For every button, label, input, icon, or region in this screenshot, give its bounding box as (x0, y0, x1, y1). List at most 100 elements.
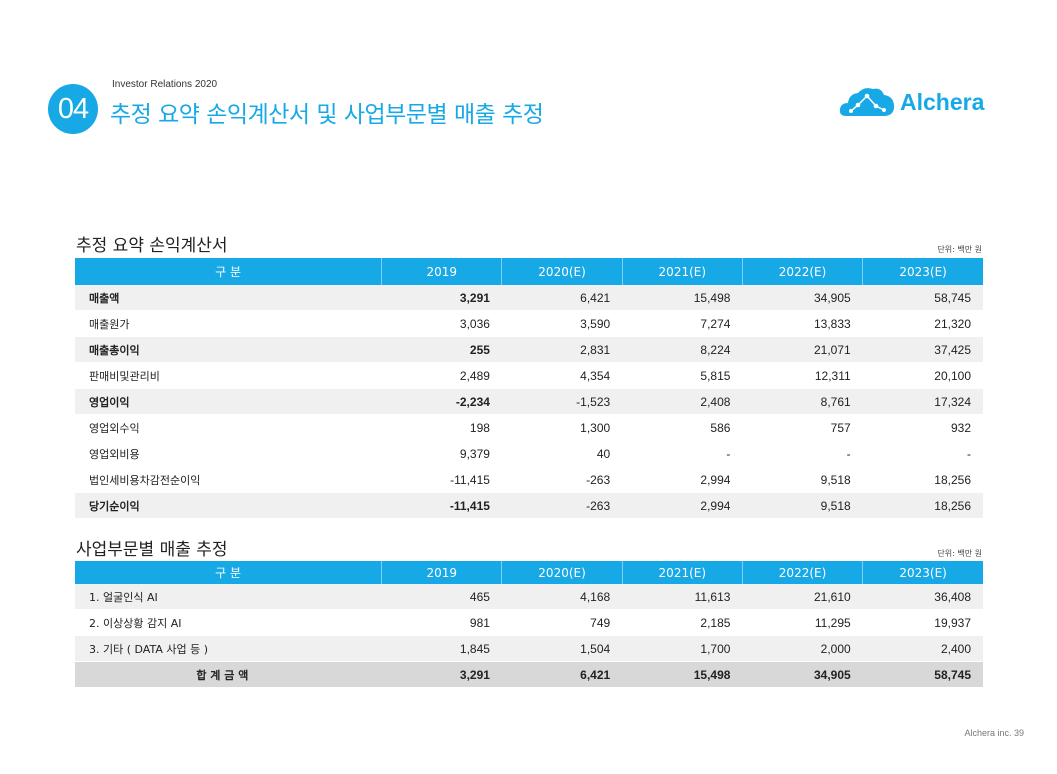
section-number-badge: 04 (48, 84, 98, 134)
cell-value: 11,613 (622, 584, 743, 610)
header-cell: 2019 (381, 561, 502, 584)
table-row: 1. 얼굴인식 AI 465 4,168 11,613 21,610 36,40… (75, 584, 983, 610)
cell-value: 2,994 (622, 492, 743, 519)
income-statement-title: 추정 요약 손익계산서 (76, 236, 228, 256)
cell-value: 58,745 (862, 285, 983, 311)
segment-sales-title: 사업부문별 매출 추정 (76, 540, 228, 560)
cloud-network-icon (839, 88, 895, 116)
cell-value: 465 (381, 584, 502, 610)
cell-value: 37,425 (862, 336, 983, 363)
header-cell: 2023(E) (862, 258, 983, 285)
total-row: 합 계 금 액 3,291 6,421 15,498 34,905 58,745 (75, 661, 983, 688)
cell-value: 21,071 (742, 336, 863, 363)
cell-value: 9,518 (742, 466, 863, 493)
cell-value: 11,295 (742, 609, 863, 636)
table-row: 2. 이상상황 감지 AI 981 749 2,185 11,295 19,93… (75, 609, 983, 636)
cell-value: 4,354 (501, 362, 623, 389)
table-row: 매출총이익 255 2,831 8,224 21,071 37,425 (75, 336, 983, 363)
header-subtitle: Investor Relations 2020 (112, 79, 218, 90)
cell-value: 58,745 (862, 661, 983, 688)
row-label: 영업외수익 (75, 414, 382, 441)
cell-value: - (862, 440, 983, 467)
cell-value: 6,421 (501, 285, 623, 311)
cell-value: 3,291 (381, 285, 502, 311)
cell-value: 2,400 (862, 635, 983, 662)
header-cell: 2021(E) (621, 258, 743, 285)
cell-value: 6,421 (501, 661, 623, 688)
cell-value: 1,700 (622, 635, 743, 662)
table-row: 당기순이익 -11,415 -263 2,994 9,518 18,256 (75, 492, 983, 519)
cell-value: 1,300 (501, 414, 623, 441)
cell-value: 757 (742, 414, 863, 441)
row-label: 영업이익 (75, 388, 382, 415)
header-cell: 2021(E) (621, 561, 743, 584)
cell-value: 5,815 (622, 362, 743, 389)
row-label: 매출액 (75, 285, 382, 311)
row-label: 매출원가 (75, 310, 382, 337)
cell-value: 2,994 (622, 466, 743, 493)
cell-value: 18,256 (862, 466, 983, 493)
header-cell: 2019 (381, 258, 502, 285)
segment-sales-table: 구 분 2019 2020(E) 2021(E) 2022(E) 2023(E)… (75, 561, 983, 688)
row-label: 2. 이상상황 감지 AI (75, 609, 382, 636)
cell-value: 1,845 (381, 635, 502, 662)
row-label: 판매비및관리비 (75, 362, 382, 389)
table-row: 3. 기타 ( DATA 사업 등 ) 1,845 1,504 1,700 2,… (75, 635, 983, 662)
cell-value: 12,311 (742, 362, 863, 389)
page-title: 추정 요약 손익계산서 및 사업부문별 매출 추정 (110, 102, 544, 128)
logo-text: Alchera (900, 88, 985, 115)
cell-value: -2,234 (381, 388, 502, 415)
cell-value: 40 (501, 440, 623, 467)
total-label: 합 계 금 액 (75, 661, 382, 688)
cell-value: -263 (501, 492, 623, 519)
cell-value: 2,185 (622, 609, 743, 636)
row-label: 법인세비용차감전순이익 (75, 466, 382, 493)
cell-value: -263 (501, 466, 623, 493)
cell-value: 749 (501, 609, 623, 636)
row-label: 당기순이익 (75, 492, 382, 519)
cell-value: 19,937 (862, 609, 983, 636)
cell-value: 8,224 (622, 336, 743, 363)
table-row: 매출원가 3,036 3,590 7,274 13,833 21,320 (75, 310, 983, 337)
table-row: 법인세비용차감전순이익 -11,415 -263 2,994 9,518 18,… (75, 466, 983, 493)
cell-value: 9,379 (381, 440, 502, 467)
income-statement-table: 구 분 2019 2020(E) 2021(E) 2022(E) 2023(E)… (75, 258, 983, 519)
cell-value: 2,000 (742, 635, 863, 662)
header-cell: 2020(E) (501, 561, 623, 584)
cell-value: 586 (622, 414, 743, 441)
cell-value: 36,408 (862, 584, 983, 610)
table-header-row: 구 분 2019 2020(E) 2021(E) 2022(E) 2023(E) (75, 258, 983, 285)
table-row: 영업외수익 198 1,300 586 757 932 (75, 414, 983, 441)
table-row: 영업외비용 9,379 40 - - - (75, 440, 983, 467)
cell-value: 2,408 (622, 388, 743, 415)
company-logo: Alchera (838, 84, 984, 120)
cell-value: 981 (381, 609, 502, 636)
cell-value: -11,415 (381, 466, 502, 493)
cell-value: 3,590 (501, 310, 623, 337)
cell-value: 8,761 (742, 388, 863, 415)
cell-value: 3,291 (381, 661, 502, 688)
header-cell: 2022(E) (741, 258, 863, 285)
row-label: 1. 얼굴인식 AI (75, 584, 382, 610)
segment-unit-label: 단위: 백만 원 (937, 549, 982, 558)
cell-value: -11,415 (381, 492, 502, 519)
header-cell: 2023(E) (862, 561, 983, 584)
cell-value: 255 (381, 336, 502, 363)
cell-value: -1,523 (501, 388, 623, 415)
table-header-row: 구 분 2019 2020(E) 2021(E) 2022(E) 2023(E) (75, 561, 983, 584)
cell-value: 34,905 (742, 661, 863, 688)
cell-value: 21,320 (862, 310, 983, 337)
row-label: 3. 기타 ( DATA 사업 등 ) (75, 635, 382, 662)
row-label: 영업외비용 (75, 440, 382, 467)
cell-value: 932 (862, 414, 983, 441)
cell-value: 2,831 (501, 336, 623, 363)
income-unit-label: 단위: 백만 원 (937, 245, 982, 254)
cell-value: 1,504 (501, 635, 623, 662)
cell-value: - (742, 440, 863, 467)
cell-value: - (622, 440, 743, 467)
cell-value: 2,489 (381, 362, 502, 389)
cell-value: 15,498 (622, 661, 743, 688)
cell-value: 21,610 (742, 584, 863, 610)
header-cell: 2020(E) (501, 258, 623, 285)
cell-value: 198 (381, 414, 502, 441)
